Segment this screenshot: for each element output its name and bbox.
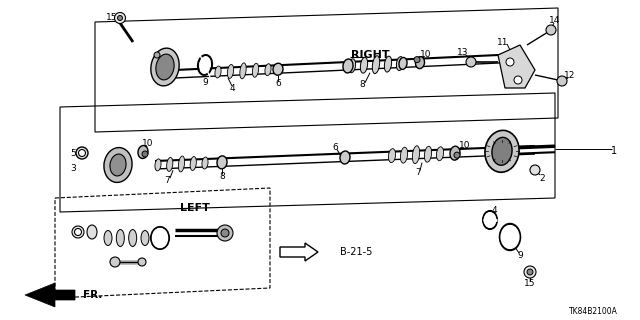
Circle shape: [110, 257, 120, 267]
Text: 8: 8: [219, 172, 225, 181]
Text: B-21-5: B-21-5: [340, 247, 372, 257]
Text: 10: 10: [420, 50, 432, 59]
Ellipse shape: [485, 130, 519, 172]
Text: 12: 12: [564, 70, 576, 79]
Text: 15: 15: [106, 12, 118, 21]
Ellipse shape: [412, 146, 420, 164]
Ellipse shape: [436, 147, 444, 161]
Ellipse shape: [87, 225, 97, 239]
Text: 11: 11: [497, 37, 509, 46]
Ellipse shape: [265, 64, 271, 76]
Text: 15: 15: [524, 279, 536, 289]
Text: 10: 10: [142, 139, 154, 148]
Ellipse shape: [154, 229, 166, 246]
Ellipse shape: [485, 213, 495, 227]
Circle shape: [524, 266, 536, 278]
Text: 2: 2: [539, 173, 545, 182]
Circle shape: [115, 12, 125, 23]
Ellipse shape: [202, 157, 208, 169]
Circle shape: [154, 52, 160, 58]
Ellipse shape: [492, 137, 512, 165]
Text: 7: 7: [415, 168, 421, 177]
Circle shape: [546, 25, 556, 35]
Ellipse shape: [215, 66, 221, 78]
Circle shape: [466, 57, 476, 67]
Polygon shape: [25, 283, 75, 307]
Text: 7: 7: [164, 176, 170, 185]
Ellipse shape: [388, 149, 396, 163]
Circle shape: [72, 226, 84, 238]
Ellipse shape: [104, 230, 112, 245]
Text: FR.: FR.: [83, 290, 102, 300]
Ellipse shape: [151, 48, 179, 86]
Text: 9: 9: [202, 77, 208, 86]
Ellipse shape: [129, 229, 137, 246]
Ellipse shape: [340, 151, 350, 164]
Circle shape: [454, 152, 460, 158]
Text: 5: 5: [70, 148, 76, 157]
Ellipse shape: [217, 156, 227, 169]
Text: RIGHT: RIGHT: [351, 50, 389, 60]
Ellipse shape: [360, 57, 367, 73]
Circle shape: [74, 228, 81, 236]
Circle shape: [527, 269, 533, 275]
Ellipse shape: [104, 148, 132, 182]
Text: 6: 6: [275, 79, 281, 88]
Ellipse shape: [372, 56, 380, 74]
Circle shape: [506, 58, 514, 66]
Circle shape: [217, 225, 233, 241]
Text: 4: 4: [229, 84, 235, 92]
Text: LEFT: LEFT: [180, 203, 210, 213]
Ellipse shape: [179, 156, 184, 172]
Ellipse shape: [415, 57, 424, 68]
Circle shape: [514, 76, 522, 84]
Text: 6: 6: [332, 143, 338, 152]
Ellipse shape: [190, 156, 196, 171]
Text: 8: 8: [359, 80, 365, 89]
Text: TK84B2100A: TK84B2100A: [569, 308, 618, 316]
Ellipse shape: [166, 157, 173, 172]
Ellipse shape: [343, 59, 353, 73]
Ellipse shape: [227, 65, 234, 78]
Ellipse shape: [399, 58, 407, 69]
Ellipse shape: [396, 57, 404, 70]
Ellipse shape: [116, 229, 124, 246]
Ellipse shape: [385, 56, 392, 72]
Ellipse shape: [252, 63, 259, 77]
Circle shape: [76, 147, 88, 159]
Circle shape: [530, 165, 540, 175]
Ellipse shape: [240, 63, 246, 79]
Circle shape: [221, 229, 229, 237]
Polygon shape: [498, 45, 535, 88]
Circle shape: [414, 57, 420, 63]
Polygon shape: [280, 243, 318, 261]
Text: 10: 10: [460, 141, 471, 150]
Ellipse shape: [155, 159, 161, 171]
Text: 14: 14: [549, 15, 561, 25]
Text: 4: 4: [491, 205, 497, 214]
Ellipse shape: [156, 54, 174, 80]
Text: 1: 1: [611, 146, 617, 156]
Ellipse shape: [200, 57, 210, 73]
Text: 13: 13: [457, 47, 468, 57]
Circle shape: [79, 149, 86, 156]
Ellipse shape: [110, 154, 126, 176]
Text: 3: 3: [70, 164, 76, 172]
Text: 9: 9: [517, 251, 523, 260]
Circle shape: [118, 15, 122, 20]
Ellipse shape: [450, 146, 460, 160]
Ellipse shape: [424, 146, 431, 162]
Circle shape: [142, 151, 148, 157]
Circle shape: [557, 76, 567, 86]
Ellipse shape: [141, 230, 149, 245]
Ellipse shape: [348, 59, 356, 73]
Ellipse shape: [502, 227, 518, 247]
Ellipse shape: [401, 147, 408, 163]
Ellipse shape: [138, 146, 148, 158]
Ellipse shape: [273, 63, 283, 75]
Circle shape: [138, 258, 146, 266]
